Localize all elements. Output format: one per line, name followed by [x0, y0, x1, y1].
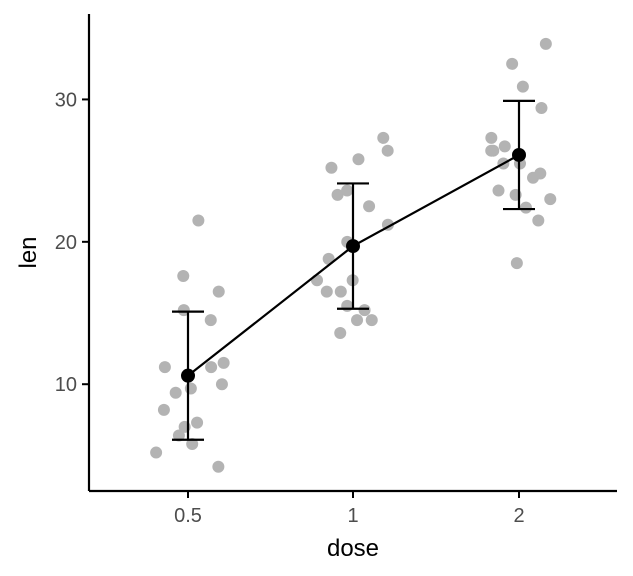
data-point — [192, 214, 205, 227]
data-point — [506, 57, 519, 70]
data-point — [365, 314, 378, 327]
data-point — [363, 200, 376, 213]
data-point — [204, 314, 217, 327]
tick-marks-and-labels: 10 20 30 0.5 1 2 — [55, 89, 525, 527]
data-point — [510, 257, 523, 270]
data-point — [158, 361, 171, 374]
data-point — [177, 269, 190, 282]
data-point — [177, 304, 190, 317]
data-point — [544, 193, 557, 206]
data-point — [498, 140, 511, 153]
data-point — [191, 416, 204, 429]
data-point — [358, 304, 371, 317]
data-point — [377, 131, 390, 144]
summary-layer — [172, 99, 535, 441]
data-point — [334, 285, 347, 298]
data-point — [532, 214, 545, 227]
data-point — [519, 201, 532, 214]
data-point — [217, 356, 230, 369]
data-point — [311, 274, 324, 287]
data-point — [205, 361, 218, 374]
data-point — [320, 285, 333, 298]
mean-point — [181, 368, 195, 383]
data-point — [172, 429, 185, 442]
data-point — [341, 299, 354, 312]
data-point — [186, 438, 199, 451]
x-tick-label: 0.5 — [174, 505, 202, 527]
data-point — [325, 161, 338, 174]
x-axis-title: dose — [327, 535, 379, 562]
mean-point — [512, 147, 526, 162]
x-tick-label: 2 — [513, 505, 524, 527]
data-point — [212, 285, 225, 298]
data-point — [492, 184, 505, 197]
data-point — [157, 403, 170, 416]
y-tick-label: 10 — [55, 374, 77, 396]
data-point — [485, 144, 498, 157]
data-point — [352, 153, 365, 166]
data-point — [341, 184, 354, 197]
data-point — [334, 326, 347, 339]
data-point — [184, 382, 197, 395]
data-point — [535, 101, 548, 114]
data-point — [212, 460, 225, 473]
mean-point — [346, 239, 360, 254]
data-point — [331, 188, 344, 201]
data-point — [534, 167, 547, 180]
data-point — [516, 80, 529, 93]
data-point — [381, 144, 394, 157]
data-point — [539, 37, 552, 50]
data-point — [169, 386, 182, 399]
y-tick-label: 30 — [55, 89, 77, 111]
data-point — [215, 378, 228, 391]
y-tick-label: 20 — [55, 232, 77, 254]
data-point — [150, 446, 163, 459]
data-point — [351, 314, 364, 327]
x-tick-label: 1 — [347, 505, 358, 527]
y-axis-title: len — [15, 236, 42, 268]
data-point — [485, 131, 498, 144]
